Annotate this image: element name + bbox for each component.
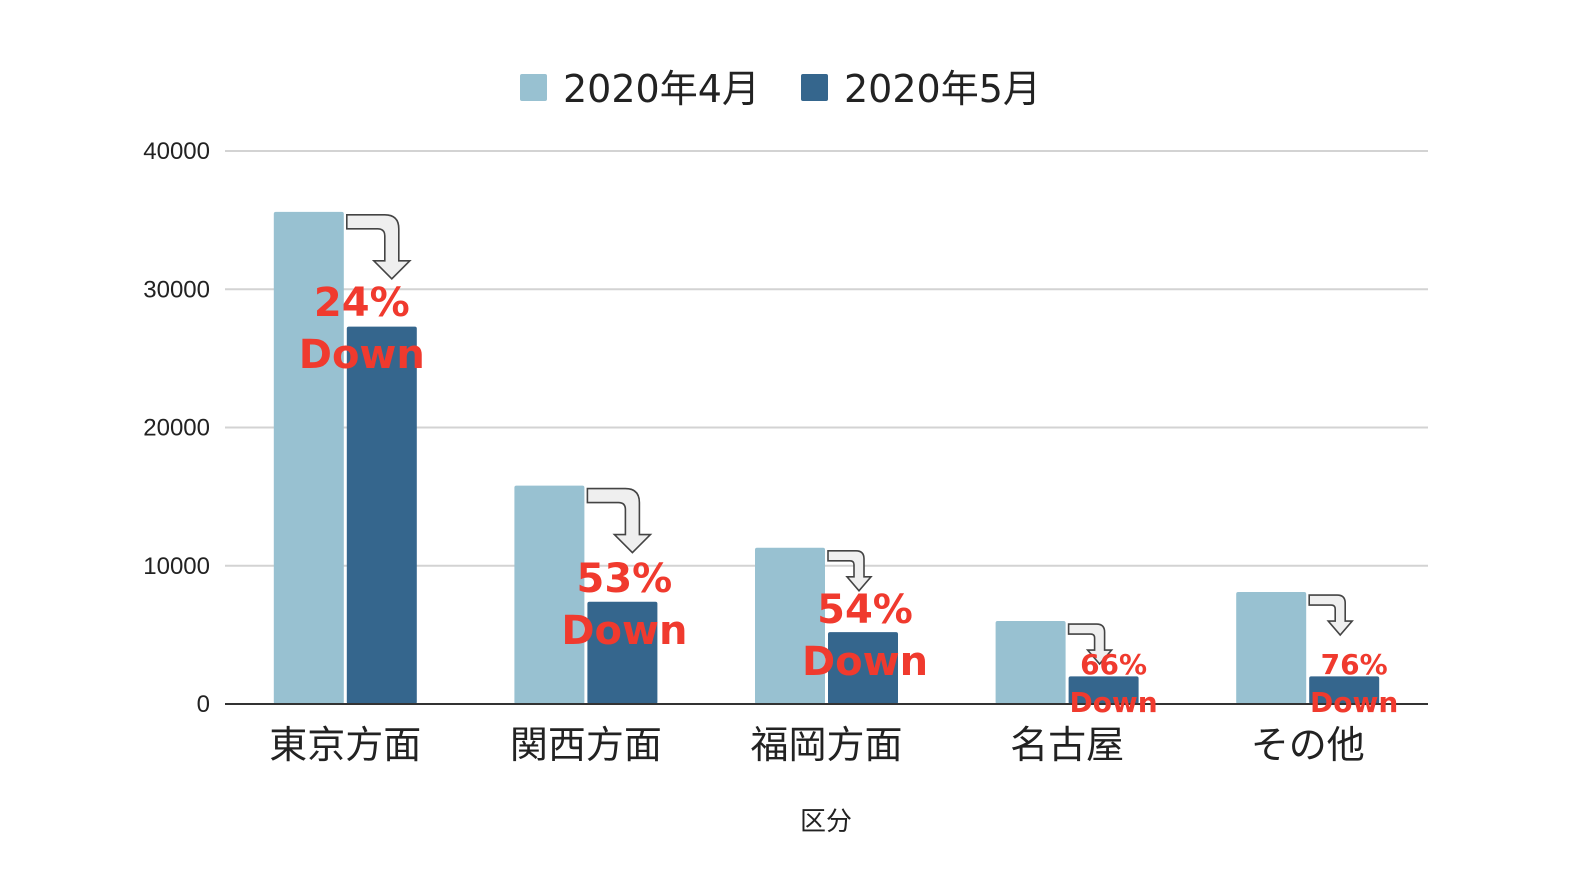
- down-label: Down: [802, 639, 928, 685]
- down-label: Down: [1069, 686, 1157, 719]
- y-tick-label: 0: [197, 691, 210, 718]
- down-label: Down: [299, 332, 425, 378]
- legend-label-april: 2020年4月: [563, 67, 760, 111]
- legend: 2020年4月 2020年5月: [520, 67, 1041, 111]
- legend-swatch-april: [520, 74, 547, 101]
- bars: [273, 211, 1380, 704]
- y-tick-label: 10000: [143, 553, 210, 580]
- category-label: 東京方面: [269, 723, 421, 767]
- y-tick-label: 40000: [143, 138, 210, 165]
- decrease-arrows: [346, 214, 1354, 666]
- percent-label: 76%: [1321, 648, 1388, 681]
- down-label: Down: [1310, 686, 1398, 719]
- decrease-annotations: 24% Down 53% Down 54% Down 66% Down 76% Down: [299, 280, 1399, 719]
- category-label: 福岡方面: [750, 723, 902, 767]
- bar-april: [995, 621, 1066, 704]
- gridlines: [225, 150, 1428, 567]
- bar-may: [346, 326, 417, 704]
- legend-label-may: 2020年5月: [844, 67, 1041, 111]
- y-tick-label: 20000: [143, 415, 210, 442]
- decrease-arrow: [1067, 623, 1114, 666]
- bar-april: [1236, 592, 1307, 704]
- decrease-arrow: [827, 549, 873, 593]
- bar-april: [514, 485, 585, 704]
- bar-april: [273, 211, 344, 704]
- x-axis-category-labels: 東京方面 関西方面 福岡方面 名古屋 その他: [269, 723, 1364, 767]
- category-label: その他: [1251, 723, 1365, 767]
- percent-label: 54%: [817, 587, 913, 633]
- decrease-arrow: [586, 487, 653, 554]
- legend-swatch-may: [801, 74, 828, 101]
- down-label: Down: [561, 608, 687, 654]
- percent-label: 66%: [1080, 648, 1147, 681]
- y-tick-label: 30000: [143, 276, 210, 303]
- y-axis-ticks: 0 10000 20000 30000 40000: [143, 138, 210, 718]
- category-label: 関西方面: [510, 723, 662, 767]
- percent-label: 24%: [314, 280, 410, 326]
- percent-label: 53%: [577, 556, 673, 602]
- bar-may: [828, 632, 898, 704]
- decrease-arrow: [1308, 594, 1354, 637]
- decrease-arrow: [346, 214, 412, 280]
- x-axis-title: 区分: [800, 807, 852, 837]
- bar-may: [587, 601, 658, 704]
- bar-may: [1309, 676, 1380, 704]
- bar-april: [755, 547, 825, 704]
- bar-may: [1068, 676, 1139, 704]
- category-label: 名古屋: [1010, 723, 1124, 767]
